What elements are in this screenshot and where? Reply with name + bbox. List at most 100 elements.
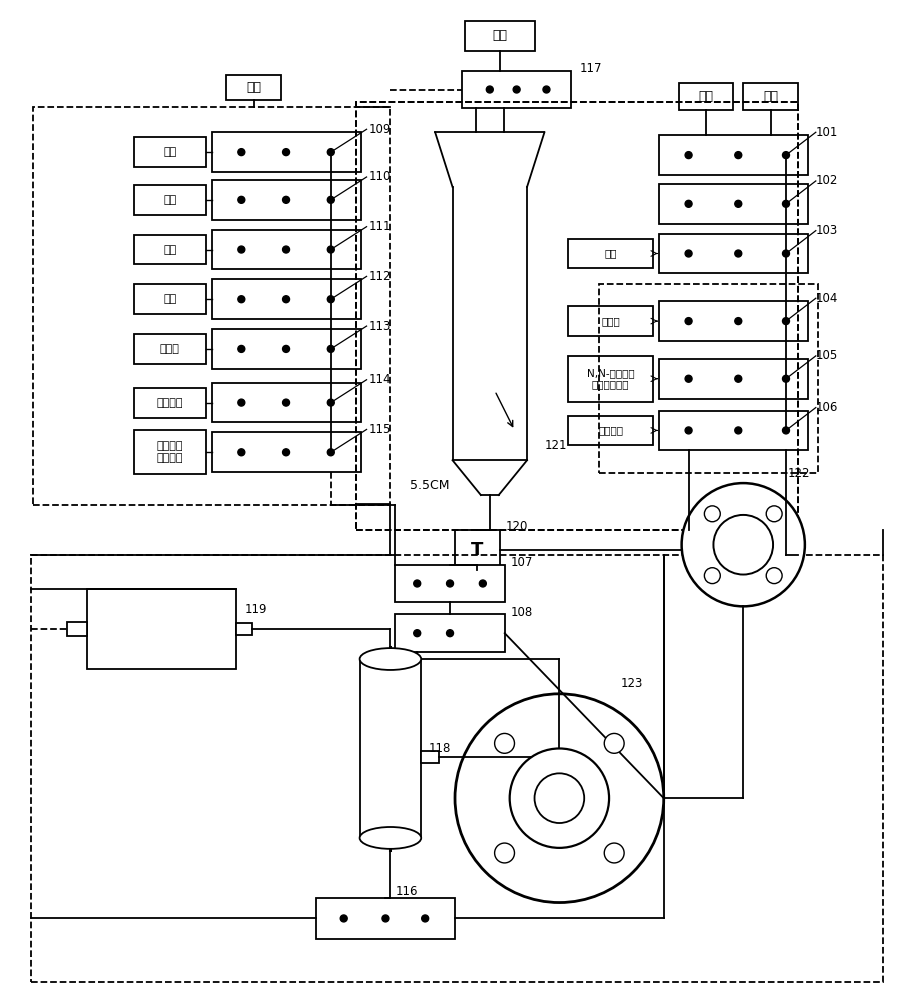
Text: 氢氧化钠: 氢氧化钠 <box>598 425 623 435</box>
Text: 121: 121 <box>545 439 567 452</box>
Circle shape <box>282 449 290 456</box>
Bar <box>659 359 808 399</box>
Text: 标液: 标液 <box>163 245 176 255</box>
Text: 纯水: 纯水 <box>698 90 714 103</box>
Circle shape <box>604 843 624 863</box>
Circle shape <box>421 915 429 922</box>
Circle shape <box>238 345 245 352</box>
Text: 108: 108 <box>511 606 533 619</box>
Circle shape <box>686 200 692 207</box>
Text: 107: 107 <box>511 556 533 569</box>
Bar <box>33 107 390 505</box>
Bar <box>134 137 206 167</box>
Text: 123: 123 <box>621 677 643 690</box>
Bar <box>465 21 535 51</box>
Bar <box>134 334 206 364</box>
Bar <box>134 284 206 314</box>
Circle shape <box>735 200 742 207</box>
Circle shape <box>782 200 790 207</box>
Bar <box>134 185 206 215</box>
Circle shape <box>486 86 494 93</box>
Text: 废液: 废液 <box>604 249 617 259</box>
Circle shape <box>686 318 692 325</box>
Bar <box>396 614 505 652</box>
Circle shape <box>766 506 782 522</box>
Text: 111: 111 <box>368 220 391 233</box>
Bar <box>211 279 361 319</box>
Bar <box>396 565 505 602</box>
Circle shape <box>238 296 245 303</box>
Text: 空气: 空气 <box>763 90 778 103</box>
Circle shape <box>686 375 692 382</box>
Circle shape <box>327 345 335 352</box>
Bar <box>659 301 808 341</box>
Text: 112: 112 <box>368 270 391 283</box>
Circle shape <box>686 152 692 159</box>
Text: 硫酸锌: 硫酸锌 <box>160 344 180 354</box>
Circle shape <box>282 345 290 352</box>
Circle shape <box>782 250 790 257</box>
Bar <box>569 356 653 402</box>
Text: 103: 103 <box>816 224 838 237</box>
Bar <box>356 102 798 530</box>
Bar <box>569 239 653 268</box>
Text: T: T <box>472 541 484 559</box>
Text: 硫酸和双
氧水溶液: 硫酸和双 氧水溶液 <box>156 441 183 463</box>
Circle shape <box>327 399 335 406</box>
Circle shape <box>382 915 389 922</box>
Bar <box>134 388 206 418</box>
Circle shape <box>282 246 290 253</box>
Bar <box>359 659 421 838</box>
Bar <box>743 83 798 110</box>
Circle shape <box>238 246 245 253</box>
Bar <box>87 589 237 669</box>
Circle shape <box>782 427 790 434</box>
Circle shape <box>327 296 335 303</box>
Text: 109: 109 <box>368 123 391 136</box>
Bar <box>211 180 361 220</box>
Circle shape <box>535 773 584 823</box>
Circle shape <box>513 86 520 93</box>
Circle shape <box>782 152 790 159</box>
Circle shape <box>414 580 420 587</box>
Text: 氢氧化钠: 氢氧化钠 <box>156 398 183 408</box>
Text: 空气: 空气 <box>246 81 261 94</box>
Text: 106: 106 <box>816 401 838 414</box>
Circle shape <box>327 246 335 253</box>
Ellipse shape <box>359 827 421 849</box>
Text: 120: 120 <box>505 520 528 533</box>
Text: 5.5CM: 5.5CM <box>410 479 450 492</box>
Bar <box>678 83 733 110</box>
Bar <box>569 416 653 445</box>
Circle shape <box>604 733 624 753</box>
Text: 104: 104 <box>816 292 838 305</box>
Circle shape <box>686 427 692 434</box>
Text: 105: 105 <box>816 349 838 362</box>
Circle shape <box>238 149 245 156</box>
Circle shape <box>455 694 664 903</box>
Text: 113: 113 <box>368 320 391 333</box>
Text: 117: 117 <box>579 62 601 75</box>
Circle shape <box>479 580 486 587</box>
Circle shape <box>340 915 347 922</box>
Bar <box>211 383 361 422</box>
Circle shape <box>735 375 742 382</box>
Bar <box>659 234 808 273</box>
Text: 样品: 样品 <box>163 195 176 205</box>
Circle shape <box>327 196 335 203</box>
Text: 110: 110 <box>368 170 391 183</box>
Circle shape <box>735 427 742 434</box>
Text: 纯水: 纯水 <box>163 147 176 157</box>
Bar <box>227 75 282 100</box>
Bar <box>455 530 500 570</box>
Bar <box>237 623 252 635</box>
Bar <box>68 622 87 636</box>
Circle shape <box>414 630 420 637</box>
Text: 废液: 废液 <box>163 294 176 304</box>
Text: N,N-二甲基对
苯二胺盐酸盐: N,N-二甲基对 苯二胺盐酸盐 <box>587 368 634 390</box>
Circle shape <box>735 250 742 257</box>
Bar <box>30 555 884 982</box>
Circle shape <box>682 483 805 606</box>
Circle shape <box>714 515 773 575</box>
Circle shape <box>238 399 245 406</box>
